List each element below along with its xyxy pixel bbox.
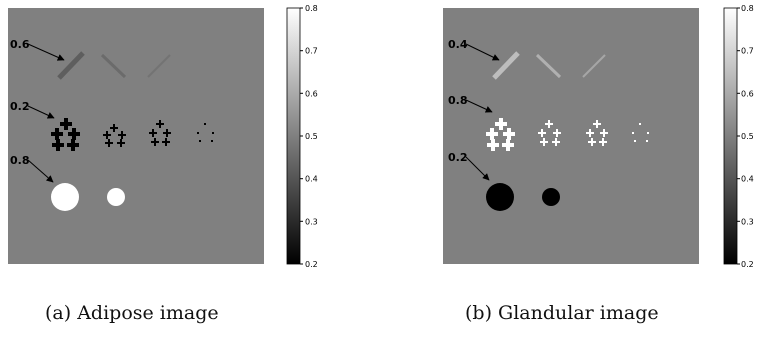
calcification-group-adipose [51, 118, 214, 151]
fiber [147, 54, 171, 78]
colorbar [723, 7, 738, 265]
calcification-cluster [486, 118, 515, 151]
caption-adipose: (a) Adipose image [45, 302, 219, 324]
annotation-label: 0.2 [10, 100, 30, 113]
caption-glandular: (b) Glandular image [465, 302, 659, 324]
colorbar-tick-label: 0.7 [741, 47, 754, 56]
phantom-image-adipose [8, 8, 264, 264]
colorbar-tick-label: 0.8 [741, 4, 754, 13]
mass-group-adipose [51, 183, 125, 211]
fiber-group-adipose [57, 51, 171, 80]
mass-group-glandular [486, 183, 560, 211]
annotation-label: 0.6 [10, 38, 30, 51]
annotation-label: 0.8 [448, 94, 468, 107]
fiber [100, 53, 127, 79]
annotation-arrow [465, 156, 490, 181]
fiber [57, 51, 85, 80]
colorbar-adipose: 0.8 0.7 0.6 0.5 0.4 0.3 0.2 [286, 4, 318, 269]
calcification-cluster [538, 120, 561, 146]
annotation-arrow [27, 159, 54, 183]
annotations-adipose: 0.6 0.2 0.8 [10, 38, 65, 183]
colorbar-tick-label: 0.5 [741, 132, 754, 141]
colorbar-glandular: 0.8 0.7 0.6 0.5 0.4 0.3 0.2 [723, 4, 754, 269]
colorbar-tick-label: 0.3 [305, 217, 318, 226]
calcification-cluster [103, 124, 126, 147]
colorbar-tick-label: 0.2 [741, 260, 754, 269]
panel-glandular: 0.4 0.8 0.2 0.8 0.7 0.6 0.5 0.4 0.3 [443, 4, 754, 269]
calcification-cluster [149, 120, 171, 146]
annotations-glandular: 0.4 0.8 0.2 [448, 38, 500, 181]
annotation-arrow [27, 105, 55, 119]
calcification-cluster [632, 123, 649, 142]
calcification-group-glandular [486, 118, 649, 151]
colorbar-ticks: 0.8 0.7 0.6 0.5 0.4 0.3 0.2 [300, 4, 318, 269]
annotation-label: 0.4 [448, 38, 468, 51]
colorbar-tick-label: 0.6 [305, 89, 318, 98]
colorbar-tick-label: 0.4 [741, 175, 754, 184]
annotation-label: 0.2 [448, 151, 468, 164]
calcification-cluster [586, 120, 608, 146]
mass [486, 183, 514, 211]
calcification-cluster [197, 123, 214, 142]
mass [107, 188, 125, 206]
colorbar-tick-label: 0.8 [305, 4, 318, 13]
annotation-arrow [465, 43, 500, 61]
colorbar-tick-label: 0.2 [305, 260, 318, 269]
annotation-label: 0.8 [10, 154, 30, 167]
annotation-arrow [27, 43, 65, 61]
fiber [492, 51, 520, 80]
mass [542, 188, 560, 206]
colorbar-tick-label: 0.6 [741, 89, 754, 98]
colorbar-tick-label: 0.3 [741, 217, 754, 226]
colorbar-ticks: 0.8 0.7 0.6 0.5 0.4 0.3 0.2 [737, 4, 754, 269]
panel-adipose: 0.6 0.2 0.8 0.8 0.7 0.6 0.5 0.4 0.3 [8, 4, 318, 269]
colorbar-tick-label: 0.5 [305, 132, 318, 141]
colorbar [286, 7, 301, 265]
phantom-image-glandular [443, 8, 699, 264]
colorbar-tick-label: 0.7 [305, 47, 318, 56]
mass [51, 183, 79, 211]
fiber [582, 54, 606, 78]
fiber [535, 53, 562, 79]
annotation-arrow [465, 99, 493, 113]
calcification-cluster [51, 118, 80, 151]
fiber-group-glandular [492, 51, 606, 80]
colorbar-tick-label: 0.4 [305, 175, 318, 184]
